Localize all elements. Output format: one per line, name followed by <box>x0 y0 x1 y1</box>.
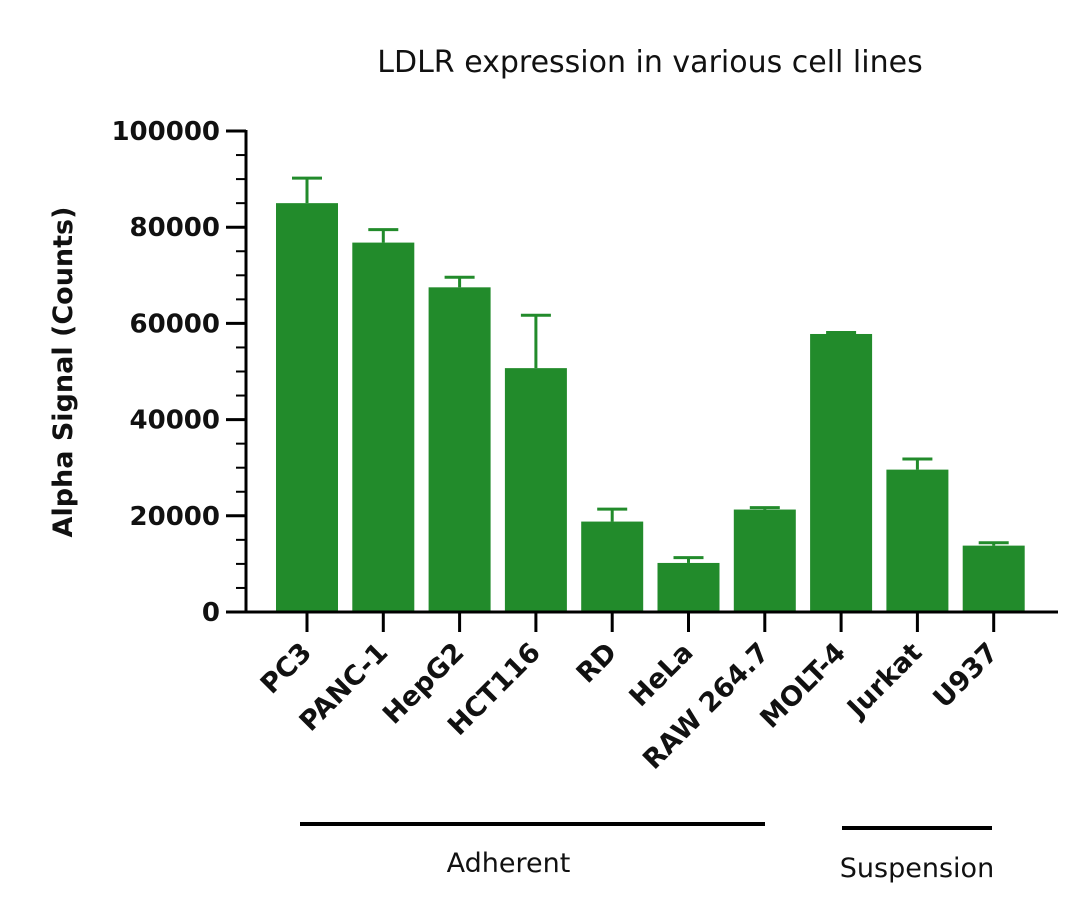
x-tick-label: RD <box>571 637 623 689</box>
group-label: Adherent <box>447 848 571 879</box>
y-tick-label: 60000 <box>130 309 220 339</box>
x-tick-label: U937 <box>927 637 1004 714</box>
bar <box>733 509 796 612</box>
bar <box>276 203 338 612</box>
bar <box>810 333 873 612</box>
x-tick-label: Jurkat <box>840 637 928 725</box>
y-axis-label: Alpha Signal (Counts) <box>48 207 79 538</box>
x-tick-label: PC3 <box>255 637 318 700</box>
y-tick-label: 100000 <box>111 117 220 147</box>
x-tick-label: MOLT-4 <box>754 637 852 735</box>
bar <box>962 545 1025 612</box>
bar <box>428 287 491 612</box>
y-tick-label: 20000 <box>130 502 220 532</box>
bar <box>657 562 720 612</box>
bar <box>352 242 415 613</box>
y-tick-label: 80000 <box>130 213 220 243</box>
bar <box>581 521 644 612</box>
bar <box>504 368 567 612</box>
y-tick-label: 0 <box>202 598 220 628</box>
group-label: Suspension <box>840 853 994 884</box>
bar <box>886 469 949 612</box>
plot-area: 020000400006000080000100000PC3PANC-1HepG… <box>111 117 1058 884</box>
y-tick-label: 40000 <box>130 406 220 436</box>
chart-title: LDLR expression in various cell lines <box>377 45 922 80</box>
